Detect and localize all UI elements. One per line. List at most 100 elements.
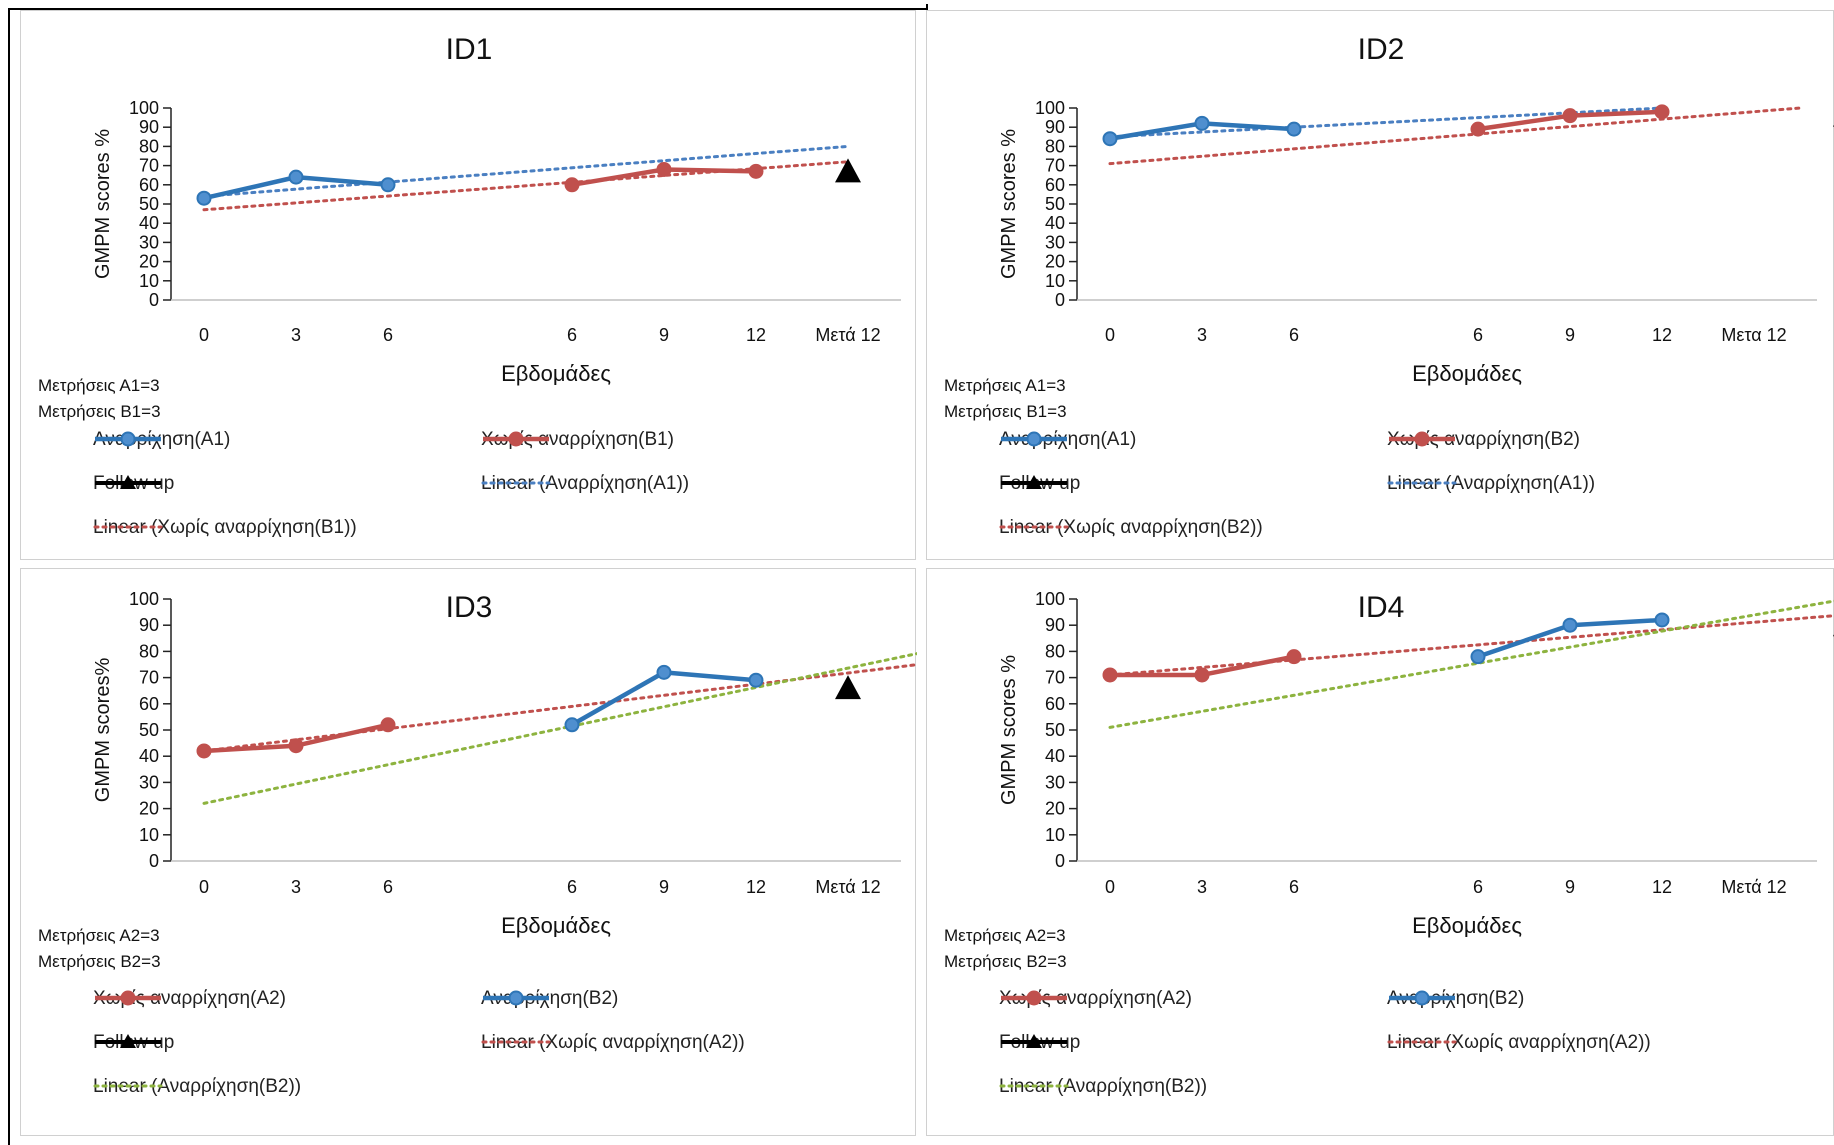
legend-swatch bbox=[999, 1084, 1069, 1088]
y-axis-label: GMPM scores % bbox=[998, 129, 1020, 279]
legend-label: Linear (Χωρίς αναρρίχηση(Α2)) bbox=[1387, 1032, 1651, 1053]
y-tick-label: 20 bbox=[139, 799, 159, 819]
measurement-note: Μετρήσεις Α1=3 bbox=[38, 376, 160, 395]
x-axis-label: Εβδομάδες bbox=[1412, 361, 1522, 386]
legend-item: Αναρρίχηση(Β2) bbox=[481, 988, 618, 1010]
y-tick-label: 80 bbox=[139, 641, 159, 661]
legend-swatch bbox=[95, 475, 161, 489]
data-point bbox=[1194, 667, 1210, 683]
legend-swatch bbox=[95, 431, 161, 447]
data-point bbox=[564, 177, 580, 193]
data-point bbox=[1194, 115, 1210, 131]
x-tick-label: 6 bbox=[1289, 877, 1299, 897]
measurement-note: Μετρήσεις Α2=3 bbox=[38, 926, 160, 945]
data-point bbox=[564, 717, 580, 733]
legend-label: Χωρίς αναρρίχηση(Α2) bbox=[999, 988, 1193, 1009]
data-point bbox=[1102, 667, 1118, 683]
follow-up-marker bbox=[835, 675, 861, 700]
measurement-note: Μετρήσεις Α1=3 bbox=[944, 376, 1066, 395]
trendline bbox=[202, 652, 917, 805]
y-tick-label: 90 bbox=[139, 615, 159, 635]
x-tick-label: 3 bbox=[1197, 877, 1207, 897]
data-point bbox=[656, 161, 672, 177]
data-point bbox=[748, 672, 764, 688]
y-tick-label: 60 bbox=[139, 694, 159, 714]
x-tick-label: Μετά 12 bbox=[1721, 877, 1786, 897]
measurement-note: Μετρήσεις Β1=3 bbox=[944, 402, 1067, 421]
legend-item: Linear (Χωρίς αναρρίχηση(Β2)) bbox=[999, 517, 1263, 539]
y-axis-label: GMPM scores % bbox=[998, 655, 1020, 805]
legend-item: Follow up bbox=[999, 473, 1080, 495]
data-point bbox=[1562, 108, 1578, 124]
y-tick-label: 0 bbox=[1055, 290, 1065, 310]
x-tick-label: Μετά 12 bbox=[815, 325, 880, 345]
x-axis-label: Εβδομάδες bbox=[501, 361, 611, 386]
data-point bbox=[1470, 121, 1486, 137]
x-tick-label: 6 bbox=[383, 325, 393, 345]
data-point bbox=[1470, 649, 1486, 665]
legend-swatch bbox=[999, 525, 1069, 529]
y-tick-label: 50 bbox=[1045, 194, 1065, 214]
y-tick-label: 90 bbox=[1045, 117, 1065, 137]
y-tick-label: 80 bbox=[1045, 136, 1065, 156]
y-axis-label: GMPM scores % bbox=[92, 129, 114, 279]
legend-swatch bbox=[481, 481, 551, 485]
y-tick-label: 30 bbox=[139, 232, 159, 252]
x-tick-label: 9 bbox=[659, 877, 669, 897]
x-tick-label: 12 bbox=[1652, 325, 1672, 345]
legend-label: Linear (Χωρίς αναρρίχηση(Α2)) bbox=[481, 1032, 745, 1053]
x-tick-label: 6 bbox=[1473, 325, 1483, 345]
data-point bbox=[196, 743, 212, 759]
legend-label: Χωρίς αναρρίχηση(Β1) bbox=[481, 429, 675, 450]
x-tick-label: 3 bbox=[1197, 325, 1207, 345]
x-tick-label: 12 bbox=[1652, 877, 1672, 897]
legend-label: Linear (Χωρίς αναρρίχηση(Β2)) bbox=[999, 517, 1263, 538]
x-tick-label: 9 bbox=[1565, 325, 1575, 345]
y-tick-label: 60 bbox=[1045, 694, 1065, 714]
y-tick-label: 0 bbox=[149, 851, 159, 871]
legend-swatch bbox=[1001, 1034, 1067, 1048]
frame-top-left bbox=[8, 8, 926, 10]
legend-swatch bbox=[93, 525, 163, 529]
legend-item: Χωρίς αναρρίχηση(Β2) bbox=[1387, 429, 1580, 451]
series-line bbox=[570, 670, 757, 727]
chart-title: ID3 bbox=[446, 591, 493, 624]
measurement-note: Μετρήσεις Β2=3 bbox=[38, 952, 161, 971]
x-tick-label: Μετα 12 bbox=[1721, 325, 1786, 345]
legend-swatch bbox=[1389, 990, 1455, 1006]
y-tick-label: 60 bbox=[139, 175, 159, 195]
y-tick-label: 40 bbox=[1045, 213, 1065, 233]
legend-item: Χωρίς αναρρίχηση(Α2) bbox=[999, 988, 1192, 1010]
y-tick-label: 90 bbox=[1045, 615, 1065, 635]
legend-swatch bbox=[483, 431, 549, 447]
frame-left bbox=[8, 8, 10, 1145]
y-tick-label: 70 bbox=[1045, 156, 1065, 176]
trendline bbox=[1108, 599, 1834, 729]
legend-swatch bbox=[1001, 990, 1067, 1006]
y-tick-label: 70 bbox=[139, 668, 159, 688]
x-tick-label: 9 bbox=[659, 325, 669, 345]
x-tick-label: 6 bbox=[567, 877, 577, 897]
legend-item: Linear (Χωρίς αναρρίχηση(Α2)) bbox=[481, 1032, 745, 1054]
x-tick-label: 0 bbox=[1105, 877, 1115, 897]
legend-swatch bbox=[93, 1084, 163, 1088]
legend-item: Follow up bbox=[93, 473, 174, 495]
chart-title: ID2 bbox=[1358, 33, 1405, 66]
y-tick-label: 0 bbox=[1055, 851, 1065, 871]
x-tick-label: 0 bbox=[199, 325, 209, 345]
legend-label: Linear (Αναρρίχηση(Β2)) bbox=[93, 1076, 302, 1097]
data-point bbox=[1654, 104, 1670, 120]
data-point bbox=[288, 169, 304, 185]
legend-swatch bbox=[481, 1040, 551, 1044]
x-tick-label: 6 bbox=[567, 325, 577, 345]
legend-swatch bbox=[1001, 475, 1067, 489]
y-tick-label: 10 bbox=[1045, 825, 1065, 845]
chart-panel-id3: ID3 GMPM scores% 0 10 20 30 40 50 60 70 80 90 100 0 3 6… bbox=[20, 568, 917, 1136]
y-tick-label: 80 bbox=[139, 136, 159, 156]
y-tick-label: 70 bbox=[139, 156, 159, 176]
legend-label: Linear (Αναρρίχηση(Α1)) bbox=[1387, 473, 1596, 494]
x-tick-label: 3 bbox=[291, 877, 301, 897]
y-tick-label: 80 bbox=[1045, 641, 1065, 661]
